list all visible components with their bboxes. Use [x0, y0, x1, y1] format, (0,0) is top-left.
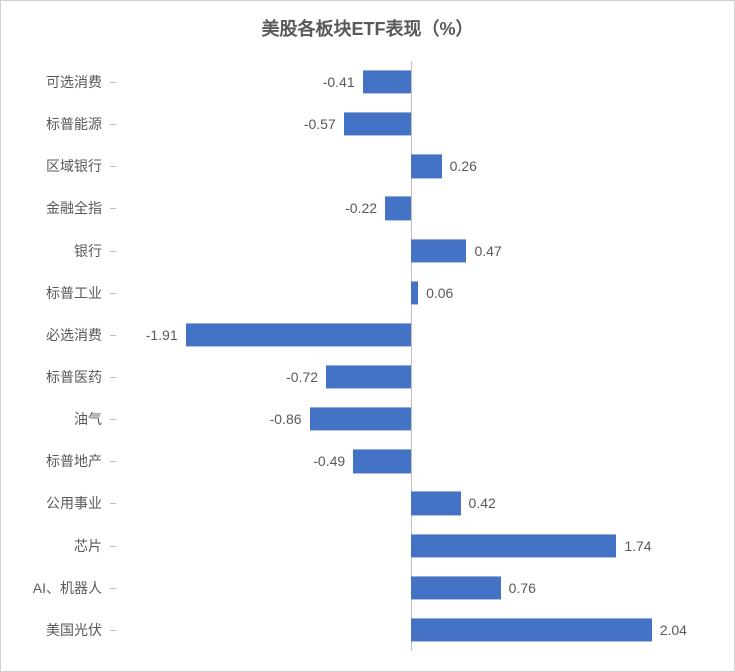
axis-tick [110, 503, 116, 504]
category-label: 标普地产 [46, 451, 102, 471]
bar [411, 534, 616, 557]
value-label: -0.22 [345, 200, 377, 216]
axis-tick [110, 588, 116, 589]
category-label: 芯片 [74, 536, 102, 556]
axis-tick [110, 461, 116, 462]
bar [363, 70, 411, 93]
value-label: -1.91 [146, 327, 178, 343]
bar-row: 标普能源-0.57 [116, 103, 706, 145]
bar [411, 576, 501, 599]
bar [411, 155, 442, 178]
bar [411, 239, 466, 262]
value-label: 1.74 [624, 538, 651, 554]
category-label: 公用事业 [46, 493, 102, 513]
bar-row: 标普地产-0.49 [116, 440, 706, 482]
value-label: 0.26 [450, 158, 477, 174]
bar-row: 必选消费-1.91 [116, 314, 706, 356]
bar [411, 618, 652, 641]
category-label: 美国光伏 [46, 620, 102, 640]
axis-tick [110, 124, 116, 125]
axis-tick [110, 208, 116, 209]
bar-row: 银行0.47 [116, 230, 706, 272]
bar-row: 芯片1.74 [116, 525, 706, 567]
category-label: 标普能源 [46, 114, 102, 134]
value-label: 0.06 [426, 285, 453, 301]
axis-tick [110, 293, 116, 294]
value-label: 0.42 [469, 495, 496, 511]
axis-tick [110, 335, 116, 336]
bar-row: 金融全指-0.22 [116, 187, 706, 229]
bar-row: AI、机器人0.76 [116, 567, 706, 609]
value-label: -0.57 [304, 116, 336, 132]
axis-tick [110, 419, 116, 420]
axis-tick [110, 251, 116, 252]
category-label: 金融全指 [46, 198, 102, 218]
plot-area: 可选消费-0.41标普能源-0.57区域银行0.26金融全指-0.22银行0.4… [116, 61, 706, 651]
bar-row: 可选消费-0.41 [116, 61, 706, 103]
category-label: 油气 [74, 409, 102, 429]
bar [344, 113, 411, 136]
axis-tick [110, 166, 116, 167]
bar [411, 492, 461, 515]
value-label: 0.47 [474, 243, 501, 259]
category-label: 可选消费 [46, 72, 102, 92]
category-label: 标普工业 [46, 283, 102, 303]
bar [385, 197, 411, 220]
value-label: -0.86 [270, 411, 302, 427]
bar [353, 450, 411, 473]
axis-tick [110, 630, 116, 631]
category-label: AI、机器人 [33, 578, 102, 598]
category-label: 区域银行 [46, 156, 102, 176]
category-label: 银行 [74, 241, 102, 261]
bar [411, 281, 418, 304]
bar-row: 标普工业0.06 [116, 272, 706, 314]
value-label: 2.04 [660, 622, 687, 638]
bar [310, 408, 411, 431]
axis-tick [110, 82, 116, 83]
bar [186, 323, 411, 346]
bar-row: 油气-0.86 [116, 398, 706, 440]
axis-tick [110, 546, 116, 547]
etf-sector-chart: 美股各板块ETF表现（%） 可选消费-0.41标普能源-0.57区域银行0.26… [0, 0, 735, 672]
category-label: 必选消费 [46, 325, 102, 345]
bar-row: 区域银行0.26 [116, 145, 706, 187]
value-label: 0.76 [509, 580, 536, 596]
bar-row: 公用事业0.42 [116, 482, 706, 524]
bar-row: 标普医药-0.72 [116, 356, 706, 398]
value-label: -0.41 [323, 74, 355, 90]
value-label: -0.72 [286, 369, 318, 385]
category-label: 标普医药 [46, 367, 102, 387]
value-label: -0.49 [313, 453, 345, 469]
bar-row: 美国光伏2.04 [116, 609, 706, 651]
bar [326, 365, 411, 388]
axis-tick [110, 377, 116, 378]
chart-title: 美股各板块ETF表现（%） [1, 1, 734, 41]
